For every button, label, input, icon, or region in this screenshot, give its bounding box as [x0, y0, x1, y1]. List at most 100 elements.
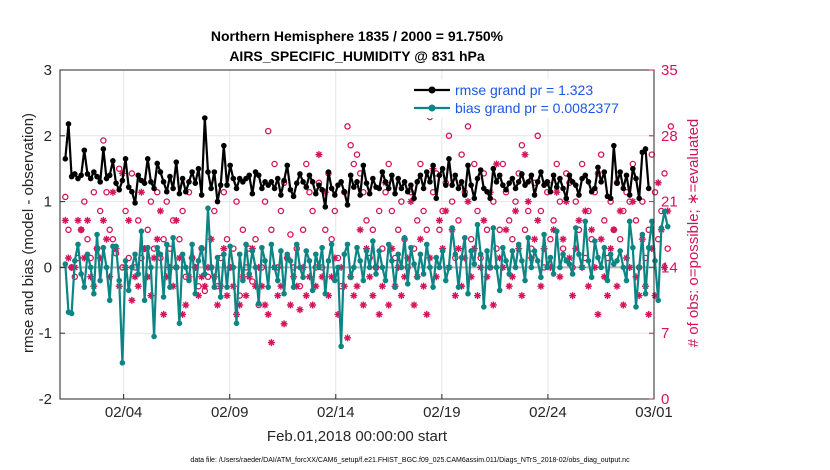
obs-evaluated-point [423, 310, 431, 318]
legend-marker-rmse [428, 86, 436, 94]
asterisk-stroke [598, 236, 605, 243]
obs-evaluated-point [172, 216, 180, 224]
obs-evaluated-point [502, 226, 510, 234]
obs-possible-point [398, 198, 405, 205]
bias-point [224, 284, 230, 290]
rmse-point [94, 173, 100, 180]
asterisk-stroke [423, 311, 430, 318]
obs-possible-point [147, 198, 155, 205]
obs-possible-point [509, 235, 516, 243]
obs-possible-point [556, 198, 564, 205]
bias-point [217, 294, 224, 300]
bias-point [255, 300, 262, 307]
obs-evaluated-point [160, 310, 168, 318]
rmse-point [490, 165, 497, 172]
rmse-point [224, 182, 230, 188]
obs-evaluated-point [420, 282, 428, 290]
plot-frame [59, 69, 655, 400]
obs-possible-point [154, 188, 161, 196]
rmse-point [528, 172, 535, 179]
bias-point [560, 251, 566, 258]
obs-possible-point [445, 132, 453, 140]
rmse-point [487, 195, 493, 202]
bias-point [598, 264, 604, 271]
asterisk-stroke [195, 292, 202, 299]
obs-possible-point [134, 217, 142, 224]
obs-possible-point [547, 235, 554, 243]
bias-point [649, 218, 655, 225]
bias-point [278, 248, 284, 254]
obs-possible-point [436, 226, 443, 234]
bias-point [84, 251, 91, 258]
asterisk-stroke [354, 283, 360, 290]
asterisk-stroke [65, 255, 72, 261]
rmse-point [81, 147, 88, 154]
rmse-point [496, 172, 503, 179]
rmse-point [351, 184, 357, 190]
obs-possible-point [350, 160, 358, 168]
rmse-point [287, 186, 294, 193]
rmse-point [72, 171, 78, 177]
obs-possible-point [106, 226, 113, 234]
rmse-point [255, 172, 262, 179]
rmse-point [306, 172, 313, 179]
rmse-point [385, 185, 392, 192]
obs-evaluated-point [213, 301, 221, 309]
obs-evaluated-point [61, 216, 69, 224]
bias-point [522, 277, 528, 284]
rmse-point [474, 175, 481, 182]
bias-point [411, 261, 417, 267]
rmse-point [465, 162, 471, 169]
asterisk-stroke [214, 302, 221, 308]
obs-evaluated-point [131, 273, 139, 281]
rmse-point [290, 193, 297, 200]
obs-evaluated-point [569, 292, 577, 300]
rmse-point [110, 158, 116, 164]
bias-point [319, 244, 325, 251]
x-tick-label: 02/19 [423, 404, 461, 421]
bias-point [281, 290, 287, 297]
rmse-point [462, 192, 468, 198]
bias-point [170, 234, 176, 241]
bias-point [240, 277, 246, 284]
rmse-point [189, 169, 195, 175]
obs-evaluated-point [473, 292, 481, 300]
obs-possible-point [455, 217, 462, 224]
asterisk-stroke [560, 236, 567, 243]
bias-point [645, 244, 652, 251]
obs-possible-point [394, 226, 402, 234]
obs-evaluated-point [613, 282, 621, 290]
bias-point [468, 248, 474, 254]
bias-point [354, 244, 360, 251]
bias-point [103, 264, 110, 271]
bias-point [357, 258, 363, 264]
rmse-point [293, 180, 300, 186]
bias-point [189, 241, 195, 248]
bias-point [493, 264, 500, 271]
rmse-point [411, 195, 417, 202]
obs-possible-point [103, 188, 110, 196]
obs-evaluated-point [83, 216, 91, 224]
asterisk-stroke [154, 236, 161, 243]
obs-possible-point [537, 207, 545, 215]
obs-possible-point [62, 193, 69, 201]
asterisk-stroke [281, 320, 288, 327]
bias-point [290, 284, 297, 290]
bias-point [97, 277, 103, 284]
bias-point [363, 248, 370, 254]
bias-point [487, 264, 493, 271]
rmse-point [363, 180, 370, 186]
obs-evaluated-point [182, 301, 190, 309]
obs-possible-point [471, 160, 478, 168]
y-axis-ticks: -2 -1 0 1 2 3 [39, 62, 65, 408]
bias-point [252, 264, 259, 271]
bias-point [408, 244, 414, 251]
obs-evaluated-point [134, 282, 142, 290]
asterisk-stroke [442, 208, 449, 214]
bias-point [332, 277, 338, 284]
obs-possible-point [90, 188, 98, 196]
chart-subtitle: AIRS_SPECIFIC_HUMIDITY @ 831 hPa [229, 48, 485, 64]
rmse-point [611, 142, 617, 149]
obs-possible-point [268, 226, 275, 234]
rmse-point [442, 182, 449, 188]
